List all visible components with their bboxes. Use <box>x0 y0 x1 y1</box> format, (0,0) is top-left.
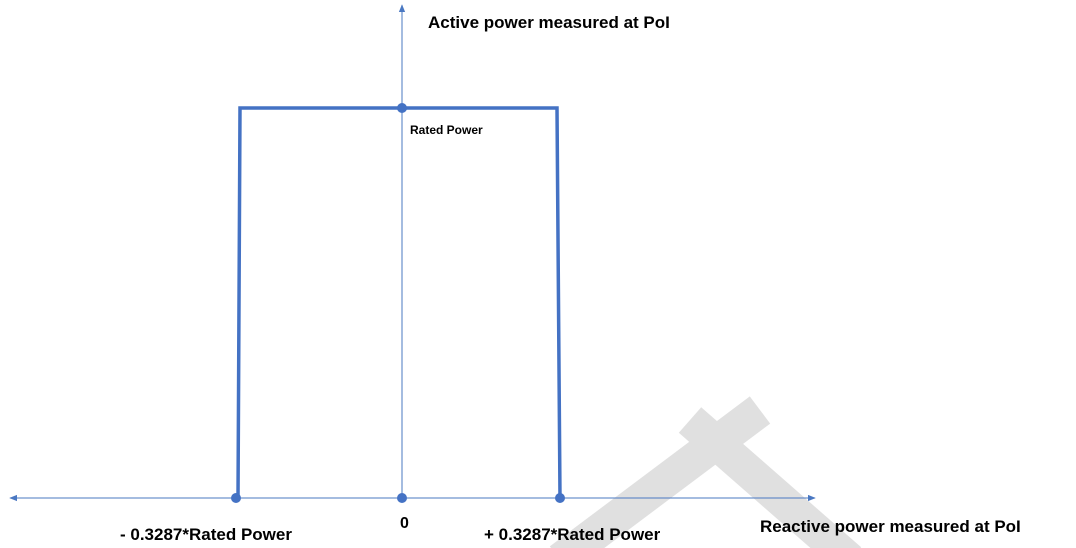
point <box>397 493 407 503</box>
right-point-label: + 0.3287*Rated Power <box>484 525 661 544</box>
left-point-label: - 0.3287*Rated Power <box>120 525 292 544</box>
operating-region <box>236 106 562 499</box>
watermark <box>549 396 862 548</box>
point <box>555 493 565 503</box>
point <box>231 493 241 503</box>
origin-label: 0 <box>400 515 409 532</box>
top-point-label: Rated Power <box>410 123 483 137</box>
y-axis-label: Active power measured at PoI <box>428 13 670 32</box>
point <box>397 103 407 113</box>
x-axis-label: Reactive power measured at PoI <box>760 517 1021 536</box>
